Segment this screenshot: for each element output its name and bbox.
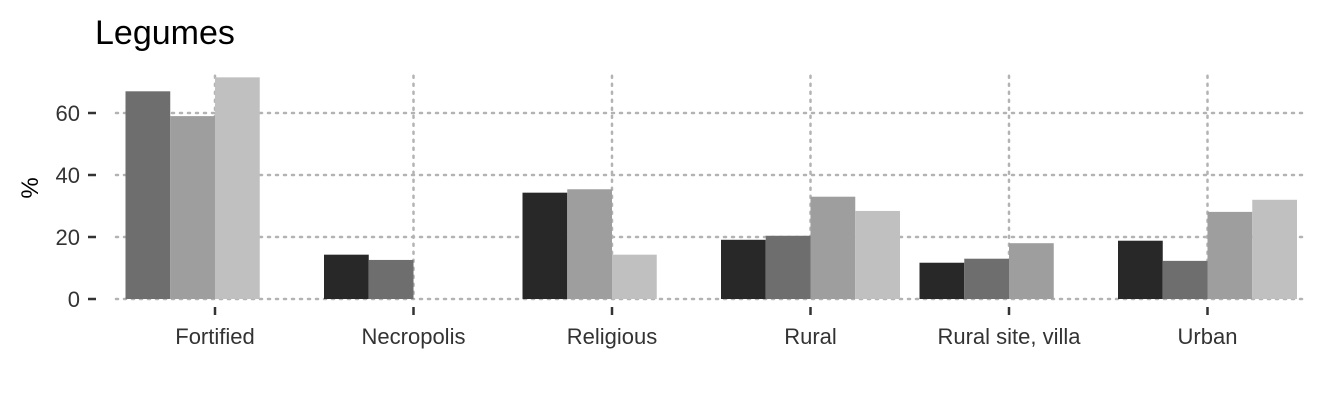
- y-tick-label: 40: [56, 163, 80, 188]
- y-tick-label: 60: [56, 101, 80, 126]
- bar: [170, 116, 215, 299]
- axes: 0 20 40 60 Fortified Necropolis Religious Rural…: [56, 101, 1238, 349]
- bar: [1118, 240, 1163, 299]
- bar: [125, 91, 171, 299]
- bar: [324, 254, 369, 299]
- bar: [612, 254, 657, 299]
- y-tick-label: 20: [56, 225, 80, 250]
- bar: [522, 192, 568, 299]
- bar: [1162, 260, 1208, 299]
- bar: [215, 77, 260, 299]
- bar: [1252, 199, 1297, 299]
- bar: [810, 196, 856, 299]
- x-tick-label: Necropolis: [362, 324, 466, 349]
- gridlines: [114, 74, 1308, 301]
- x-tick-label: Fortified: [175, 324, 254, 349]
- bars: [125, 77, 1297, 299]
- x-tick-label: Rural: [784, 324, 837, 349]
- y-tick-label: 0: [68, 287, 80, 312]
- y-axis-label: %: [17, 177, 44, 198]
- bar: [855, 210, 900, 299]
- bar: [368, 259, 414, 299]
- bar: [721, 239, 766, 299]
- x-tick-label: Rural site, villa: [937, 324, 1081, 349]
- x-tick-label: Religious: [567, 324, 658, 349]
- bar: [765, 235, 811, 299]
- bar: [1207, 211, 1253, 299]
- bar: [919, 262, 965, 299]
- bar: [1009, 243, 1054, 299]
- chart-title: Legumes: [95, 14, 235, 52]
- x-tick-label: Urban: [1178, 324, 1238, 349]
- bar: [567, 189, 612, 299]
- bar: [964, 258, 1009, 299]
